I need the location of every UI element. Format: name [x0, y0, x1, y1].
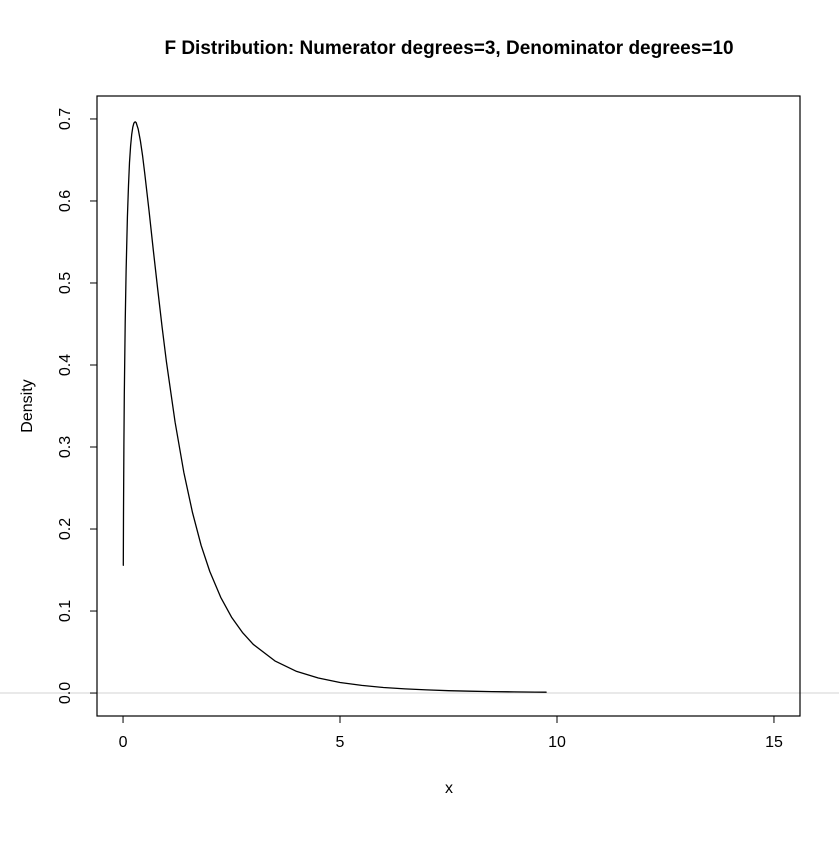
x-axis-ticks: 0 5 10 15 [119, 716, 783, 751]
x-axis-label: x [445, 780, 453, 797]
y-tick-label: 0.7 [57, 108, 74, 130]
x-tick-label: 10 [548, 734, 566, 751]
y-tick-label: 0.3 [57, 436, 74, 458]
y-tick-label: 0.5 [57, 272, 74, 294]
chart-title: F Distribution: Numerator degrees=3, Den… [164, 38, 733, 59]
y-axis-label: Density [19, 379, 36, 432]
plot-box [96, 95, 801, 717]
density-curve [122, 121, 547, 693]
y-axis-ticks: 0.0 0.1 0.2 0.3 0.4 0.5 0.6 0.7 [57, 108, 97, 704]
x-tick-label: 15 [765, 734, 783, 751]
y-tick-label: 0.2 [57, 518, 74, 540]
y-tick-label: 0.4 [57, 354, 74, 376]
y-tick-label: 0.1 [57, 600, 74, 622]
y-tick-label: 0.0 [57, 682, 74, 704]
x-tick-label: 0 [119, 734, 128, 751]
x-tick-label: 5 [336, 734, 345, 751]
y-tick-label: 0.6 [57, 190, 74, 212]
